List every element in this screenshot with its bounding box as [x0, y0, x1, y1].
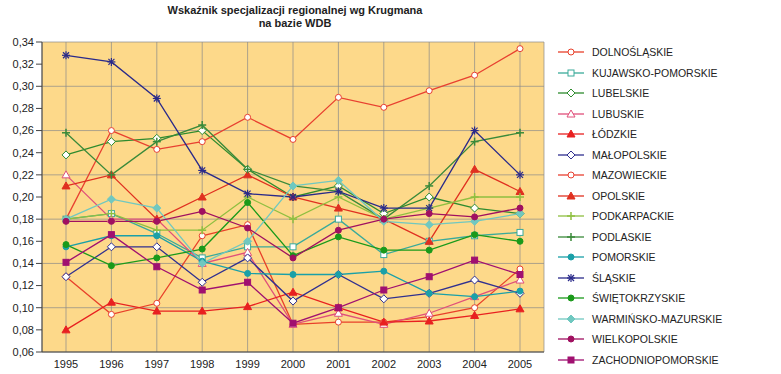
html-text:WARMIŃSKO-MAZURSKIE: WARMIŃSKO-MAZURSKIE	[592, 312, 723, 325]
svg-text:0,14: 0,14	[13, 257, 34, 269]
svg-text:2005: 2005	[508, 358, 532, 370]
svg-text:1996: 1996	[99, 358, 123, 370]
html-text:WIELKOPOLSKIE: WIELKOPOLSKIE	[592, 333, 678, 346]
html-text:OPOLSKIE: OPOLSKIE	[592, 189, 646, 202]
svg-text:2004: 2004	[462, 358, 486, 370]
html-text:ŁÓDZKIE: ŁÓDZKIE	[592, 128, 637, 141]
svg-text:0,12: 0,12	[13, 279, 34, 291]
svg-text:0,28: 0,28	[13, 102, 34, 114]
svg-text:0,24: 0,24	[13, 147, 34, 159]
svg-text:1995: 1995	[54, 358, 78, 370]
svg-text:0,30: 0,30	[13, 80, 34, 92]
svg-text:0,18: 0,18	[13, 213, 34, 225]
svg-text:2001: 2001	[326, 358, 350, 370]
svg-text:0,32: 0,32	[13, 58, 34, 70]
svg-text:0,34: 0,34	[13, 36, 34, 48]
html-text:MAŁOPOLSKIE: MAŁOPOLSKIE	[592, 148, 667, 161]
html-text:ŚWIĘTOKRZYSKIE: ŚWIĘTOKRZYSKIE	[592, 292, 686, 305]
html-text:POMORSKIE: POMORSKIE	[592, 251, 656, 264]
svg-text:0,08: 0,08	[13, 324, 34, 336]
html-text:KUJAWSKO-POMORSKIE: KUJAWSKO-POMORSKIE	[592, 66, 718, 79]
svg-text:1997: 1997	[145, 358, 169, 370]
html-text:DOLNOŚLĄSKIE: DOLNOŚLĄSKIE	[592, 46, 674, 59]
svg-text:1999: 1999	[235, 358, 259, 370]
html-text:PODLASKIE: PODLASKIE	[592, 230, 652, 243]
html-text:MAZOWIECKIE: MAZOWIECKIE	[592, 169, 667, 182]
svg-text:2003: 2003	[417, 358, 441, 370]
svg-text:2002: 2002	[372, 358, 396, 370]
html-text:PODKARPACKIE: PODKARPACKIE	[592, 210, 675, 223]
html-text:LUBELSKIE: LUBELSKIE	[592, 87, 650, 100]
svg-text:0,10: 0,10	[13, 302, 34, 314]
html-text:na bazie WDB: na bazie WDB	[258, 17, 332, 29]
html-text:ZACHODNIOPOMORSKIE: ZACHODNIOPOMORSKIE	[592, 353, 719, 366]
svg-text:1998: 1998	[190, 358, 214, 370]
html-text:Wskaźnik specjalizacji regiona: Wskaźnik specjalizacji regionalnej wg Kr…	[167, 4, 423, 16]
html-text:ŚLĄSKIE: ŚLĄSKIE	[592, 271, 636, 284]
svg-text:0,22: 0,22	[13, 169, 34, 181]
svg-text:0,20: 0,20	[13, 191, 34, 203]
svg-text:2000: 2000	[281, 358, 305, 370]
html-text:LUBUSKIE: LUBUSKIE	[592, 107, 644, 120]
svg-text:0,26: 0,26	[13, 124, 34, 136]
svg-text:0,06: 0,06	[13, 346, 34, 358]
svg-text:0,16: 0,16	[13, 235, 34, 247]
